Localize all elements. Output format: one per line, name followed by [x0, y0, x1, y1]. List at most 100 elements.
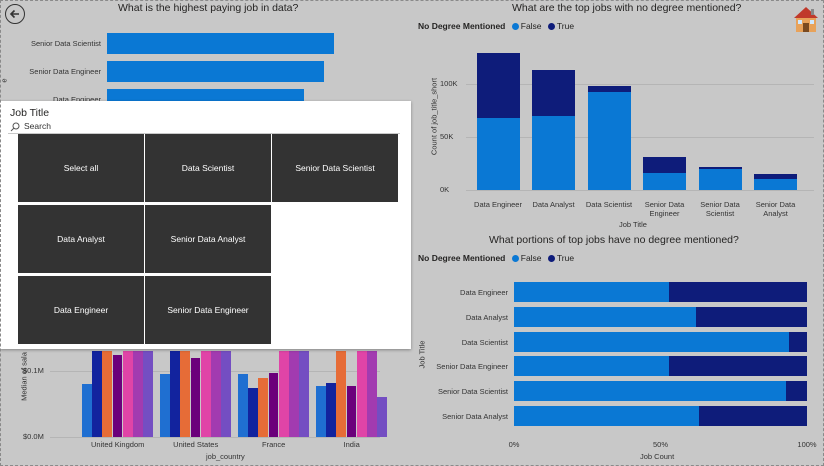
- portion-legend-true[interactable]: True: [556, 253, 575, 263]
- salary-bar: [107, 33, 334, 54]
- top-jobs-legend-false[interactable]: False: [520, 21, 542, 31]
- salary-column: [102, 351, 113, 437]
- xtick-label: 50%: [652, 440, 669, 449]
- salary-column: [356, 351, 367, 437]
- salary-column: [316, 386, 326, 437]
- top-jobs-ylabel: Count of job_title_short: [429, 77, 439, 156]
- no-degree-false-bar: [532, 115, 575, 190]
- xtick-label: Data Scientist: [585, 200, 633, 209]
- slicer-option-senior-data-engineer[interactable]: Senior Data Engineer: [145, 276, 271, 344]
- xtick-label: France: [262, 440, 286, 449]
- portion-xlabel: Job Count: [640, 452, 675, 461]
- slicer-option-senior-data-scientist[interactable]: Senior Data Scientist: [272, 134, 398, 202]
- gridline: [466, 190, 814, 191]
- top-jobs-legend: No Degree Mentioned False True: [418, 21, 574, 31]
- salary-column: [258, 377, 269, 437]
- portion-false-bar: [514, 282, 670, 302]
- legend-true-dot: [547, 255, 555, 263]
- salary-column: [278, 351, 289, 437]
- legend-false-dot: [511, 255, 519, 263]
- portion-ylabel: Job Title: [417, 340, 427, 369]
- ytick-label: Senior Data Engineer: [436, 362, 508, 372]
- no-degree-portion-title: What portions of top jobs have no degree…: [489, 234, 739, 246]
- country-xlabel: job_country: [206, 452, 245, 461]
- salary-column: [170, 351, 180, 437]
- slicer-title: Job Title: [10, 107, 50, 119]
- salary-bar: [107, 61, 324, 82]
- portion-legend-false[interactable]: False: [520, 253, 542, 263]
- no-degree-true-bar: [587, 86, 631, 93]
- back-arrow-icon[interactable]: [5, 4, 25, 24]
- xtick-label: Engineer: [649, 209, 680, 218]
- xtick-label: Senior Data: [755, 200, 796, 209]
- salary-column: [160, 374, 170, 437]
- salary-column: [299, 351, 309, 437]
- salary-column: [289, 351, 299, 437]
- bar-label: Senior Data Engineer: [29, 67, 101, 76]
- salary-column: [221, 351, 231, 437]
- xtick-label: United Kingdom: [91, 440, 145, 449]
- no-degree-true-bar: [476, 53, 520, 118]
- top-jobs-legend-title: No Degree Mentioned: [418, 21, 506, 31]
- top-jobs-xlabel: Job Title: [619, 220, 647, 229]
- salary-column: [238, 374, 248, 437]
- salary-column: [112, 354, 123, 437]
- no-degree-false-bar: [643, 173, 686, 190]
- highest-paying-ylabel-fragment: e: [0, 78, 9, 83]
- xtick-label: Data Engineer: [474, 200, 522, 209]
- portion-legend: No Degree Mentioned False True: [418, 253, 574, 263]
- top-jobs-title: What are the top jobs with no degree men…: [512, 2, 742, 14]
- ytick-label: 50K: [440, 132, 454, 141]
- salary-column: [82, 384, 92, 437]
- top-jobs-legend-true[interactable]: True: [556, 21, 575, 31]
- portion-false-bar: [514, 406, 699, 426]
- portion-true-bar: [669, 356, 807, 377]
- ytick-label: 100K: [440, 79, 458, 88]
- slicer-option-select-all[interactable]: Select all: [18, 134, 144, 202]
- ytick-label: $0.1M: [23, 366, 44, 375]
- xtick-label: Analyst: [763, 209, 788, 218]
- salary-column: [377, 397, 387, 437]
- no-degree-true-bar: [698, 167, 742, 169]
- bar-label: Senior Data Scientist: [30, 39, 101, 48]
- salary-column: [200, 351, 211, 437]
- salary-column: [367, 351, 377, 437]
- salary-column: [211, 351, 221, 437]
- gridline: [466, 137, 814, 138]
- highest-paying-title: What is the highest paying job in data?: [118, 2, 299, 14]
- slicer-option-senior-data-analyst[interactable]: Senior Data Analyst: [145, 205, 271, 273]
- bar-label: Data Engineer: [53, 95, 101, 104]
- no-degree-false-bar: [754, 179, 797, 190]
- portion-true-bar: [789, 331, 807, 352]
- ytick-label: 0K: [440, 185, 450, 194]
- xtick-label: Senior Data: [700, 200, 740, 209]
- job-title-slicer: Job Title Search Select all Data Scienti…: [0, 101, 411, 349]
- no-degree-true-bar: [643, 157, 686, 174]
- slicer-search-input[interactable]: Search: [24, 121, 51, 131]
- salary-column: [268, 372, 279, 437]
- portion-false-bar: [514, 306, 696, 327]
- xtick-label: 100%: [797, 440, 817, 449]
- xtick-label: 0%: [508, 440, 520, 449]
- portion-true-bar: [698, 406, 807, 426]
- search-icon: [10, 122, 20, 132]
- portion-legend-title: No Degree Mentioned: [418, 253, 506, 263]
- gridline: [50, 437, 380, 438]
- home-icon[interactable]: [792, 4, 820, 34]
- slicer-option-data-engineer[interactable]: Data Engineer: [18, 276, 144, 344]
- salary-column: [248, 387, 258, 437]
- gridline: [466, 84, 814, 85]
- salary-column: [346, 386, 357, 437]
- portion-false-bar: [514, 356, 670, 377]
- legend-false-dot: [511, 23, 519, 31]
- no-degree-false-bar: [476, 117, 520, 190]
- salary-column: [122, 351, 133, 437]
- slicer-search[interactable]: Search: [8, 121, 400, 134]
- salary-column: [190, 357, 201, 437]
- portion-true-bar: [669, 282, 807, 302]
- slicer-option-data-analyst[interactable]: Data Analyst: [18, 205, 144, 273]
- slicer-option-data-scientist[interactable]: Data Scientist: [145, 134, 271, 202]
- ytick-label: $0.0M: [23, 432, 44, 441]
- ytick-label: Data Engineer: [460, 288, 508, 297]
- portion-false-bar: [514, 381, 787, 402]
